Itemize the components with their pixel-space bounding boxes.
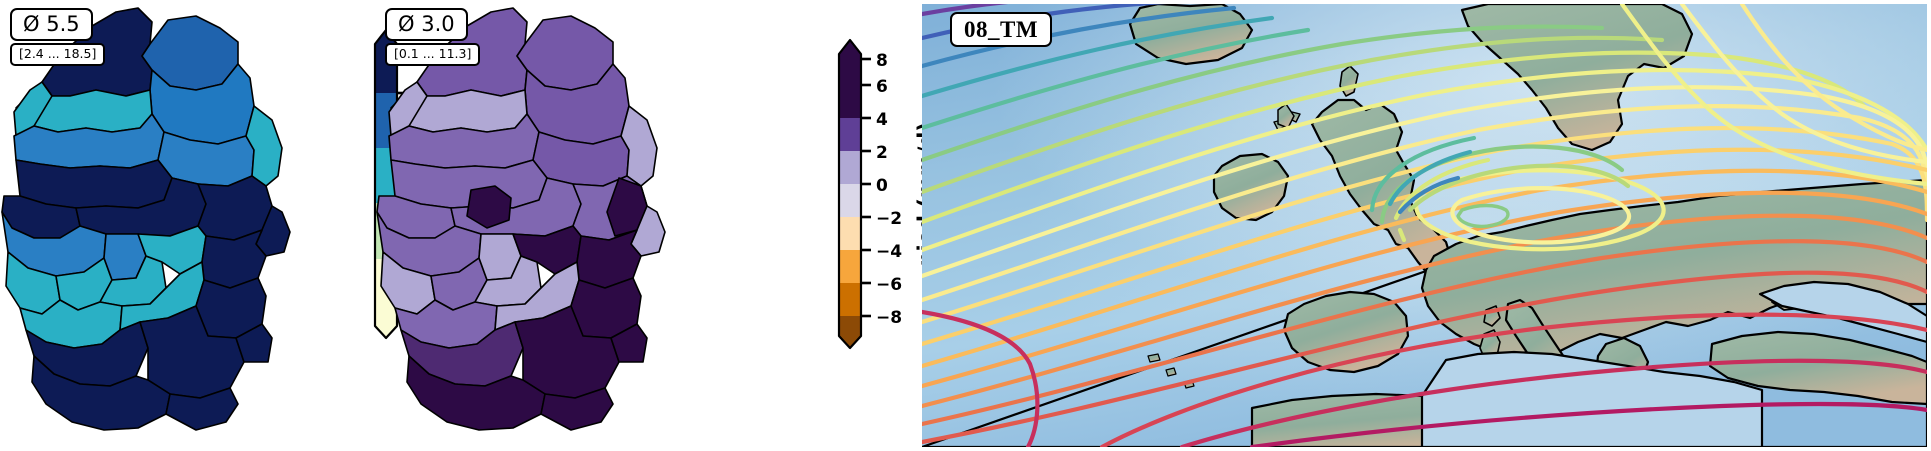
cb2-tick-label: −8 [876,308,903,328]
cb2-tick-label: 2 [876,143,888,163]
europe-map-title: 08_TM [964,17,1039,42]
germany-map-anomaly [376,7,666,431]
europe-map-title-badge: 08_TM [950,12,1053,47]
cb2-tick-label: 6 [876,77,888,97]
europe-map-svg [922,4,1927,447]
left-map-panel: Ø 5.5 [2.4 ... 18.5] [0,0,350,451]
middle-map-range-value: [0.1 ... 11.3] [394,46,472,61]
germany-map-precipitation [1,7,291,431]
left-map-range-value: [2.4 ... 18.5] [19,46,97,61]
cb2-tick-label: 8 [876,51,888,71]
middle-map-panel: Ø 3.0 [0.1 ... 11.3] [375,0,725,451]
cb2-tick-label: −6 [876,275,903,295]
colorbar-precipitation-anomaly: 8 6 4 2 0 −2 −4 −6 −8 nied (mm/d) [826,38,938,350]
middle-map-mean-badge: Ø 3.0 [385,8,468,41]
cb2-tick-label: 0 [876,176,888,196]
cb2-tick-label: −4 [876,242,903,262]
left-map-mean-badge: Ø 5.5 [10,8,93,41]
left-map-range-badge: [2.4 ... 18.5] [10,43,106,66]
inland-seas [1420,280,1927,447]
colorbar-anomaly-body [837,38,871,350]
cb2-tick-label: 4 [876,110,888,130]
middle-map-range-badge: [0.1 ... 11.3] [385,43,481,66]
left-map-mean-value: Ø 5.5 [23,12,80,36]
europe-synoptic-map: 08_TM [922,4,1927,447]
contour-lines [922,4,1927,447]
middle-map-mean-value: Ø 3.0 [398,12,455,36]
cb2-tick-label: −2 [876,209,903,229]
